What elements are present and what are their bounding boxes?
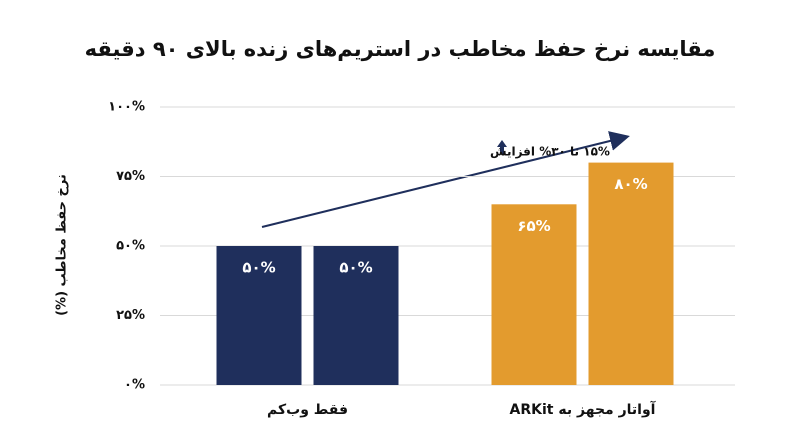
up-icon xyxy=(497,140,507,154)
value-label: ۵۰% xyxy=(339,259,372,277)
bar xyxy=(491,204,577,385)
y-axis-label: نرخ حفظ مخاطب (%) xyxy=(55,174,70,316)
x-tick-label: آواتار مجهز به ARKit xyxy=(510,400,657,418)
chart-title: مقایسه نرخ حفظ مخاطب در استریم‌های زنده … xyxy=(85,37,716,61)
y-tick-label: ۵۰% xyxy=(116,239,145,254)
trend-arrow xyxy=(261,131,630,228)
value-label: ۸۰% xyxy=(614,175,647,193)
bar xyxy=(588,162,674,385)
y-tick-label: ۰% xyxy=(124,378,145,393)
y-tick-label: ۱۰۰% xyxy=(108,100,145,115)
x-tick-label: فقط وب‌کم xyxy=(267,402,348,418)
y-tick-label: ۲۵% xyxy=(116,308,145,323)
annotation: ۱۵% تا ۳۰% افزایش xyxy=(490,145,610,159)
value-label: ۵۰% xyxy=(242,259,275,277)
bar xyxy=(313,246,399,385)
bar xyxy=(216,246,302,385)
value-label: ۶۵% xyxy=(517,217,550,235)
y-tick-label: ۷۵% xyxy=(116,169,145,184)
